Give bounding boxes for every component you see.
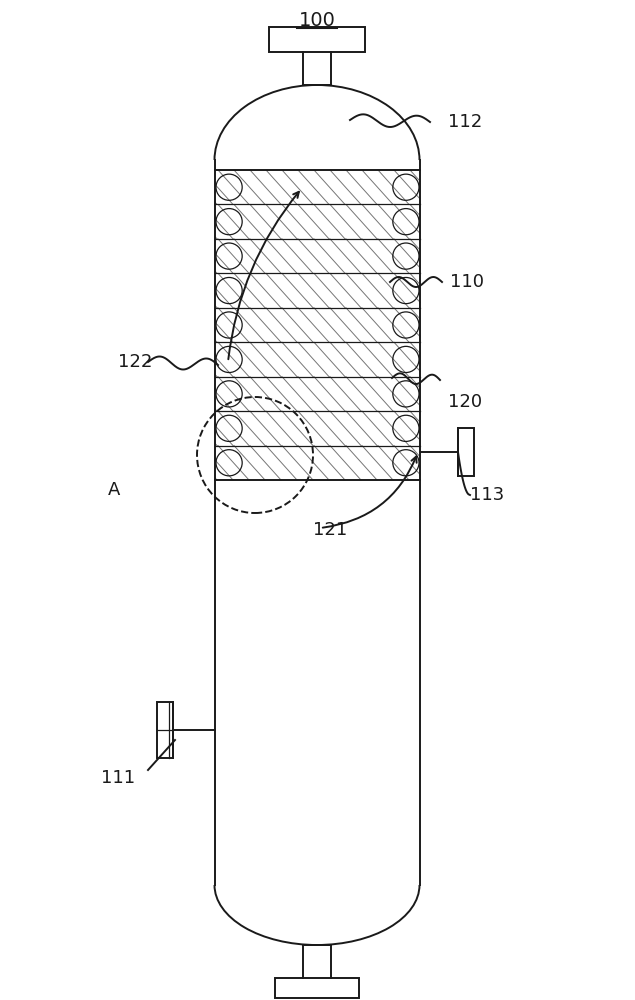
Bar xyxy=(458,428,474,476)
Text: 112: 112 xyxy=(448,113,482,131)
Text: A: A xyxy=(108,481,121,499)
Text: 120: 120 xyxy=(448,393,482,411)
Text: 113: 113 xyxy=(470,486,504,504)
Text: 122: 122 xyxy=(118,353,152,371)
Text: 121: 121 xyxy=(313,521,347,539)
Text: 110: 110 xyxy=(450,273,484,291)
Bar xyxy=(275,978,359,998)
Text: 100: 100 xyxy=(298,10,335,29)
Text: 111: 111 xyxy=(101,769,135,787)
Bar xyxy=(157,702,173,758)
Bar xyxy=(269,27,365,52)
